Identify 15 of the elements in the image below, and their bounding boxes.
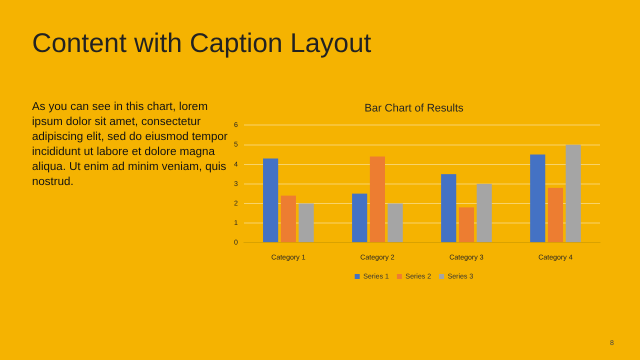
bar	[370, 156, 385, 242]
bar	[441, 174, 456, 242]
text: As you can see in this chart, lorem ipsum dolor sit amet, consectetur adipiscing elit, sed do eiusmod tempor incididunt ut labore et dolore magna aliqua. Ut enim ad minim veniam, quis nostrud.	[32, 100, 229, 190]
bar	[548, 188, 564, 242]
bar	[458, 207, 474, 242]
bar	[352, 194, 368, 242]
bar	[476, 184, 492, 242]
bar	[566, 144, 581, 242]
bar	[298, 203, 314, 242]
bar	[530, 154, 546, 242]
text: Content with Caption Layout	[32, 28, 372, 59]
bar	[280, 196, 296, 242]
bar	[388, 203, 403, 242]
bar	[263, 158, 278, 242]
chart-title: Bar Chart of Results	[364, 102, 464, 115]
